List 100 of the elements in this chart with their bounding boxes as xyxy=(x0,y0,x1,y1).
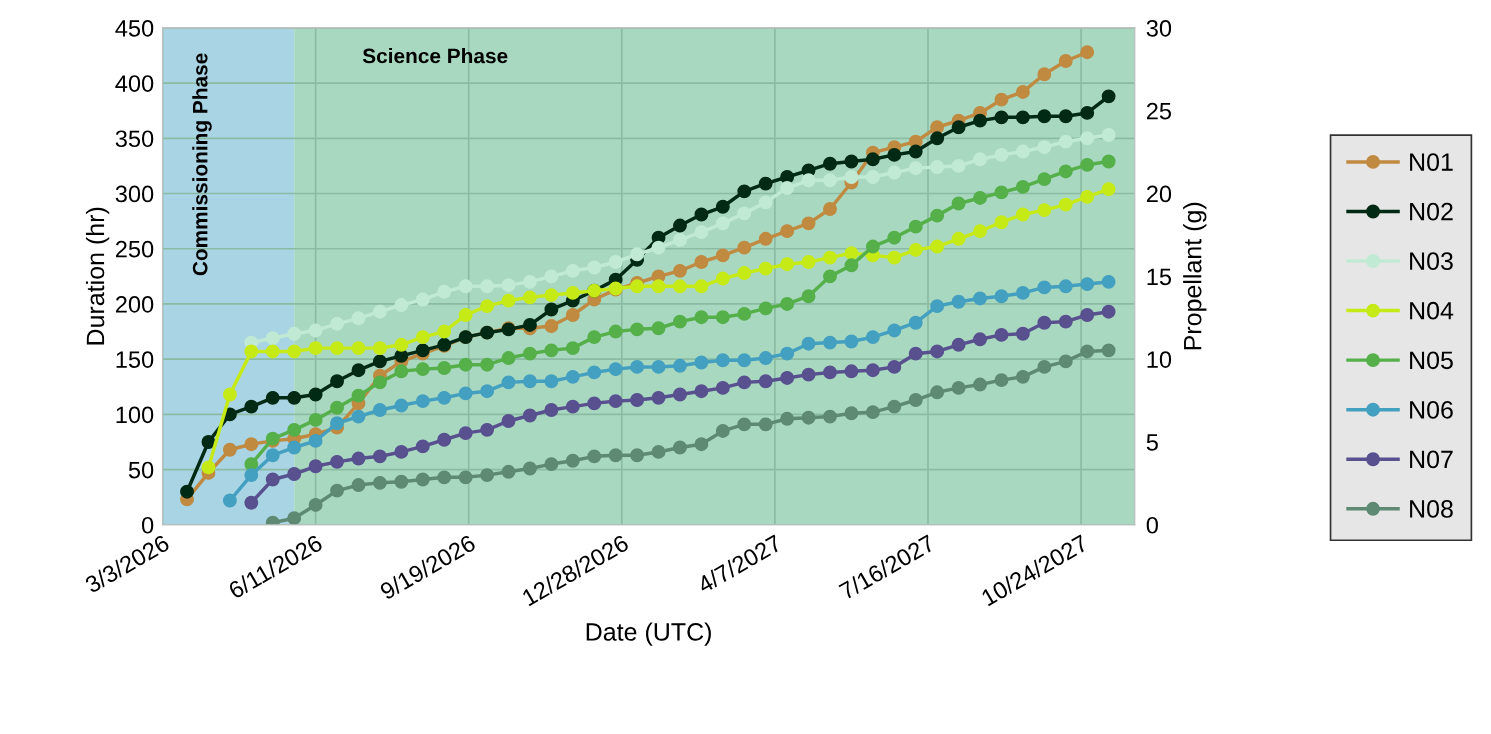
point xyxy=(480,299,495,314)
point xyxy=(715,424,730,438)
y-tick-label: 0 xyxy=(141,516,154,534)
point xyxy=(973,113,987,128)
point xyxy=(865,239,880,254)
point xyxy=(287,511,302,525)
point xyxy=(1080,157,1095,172)
point xyxy=(844,364,859,379)
point xyxy=(501,351,516,366)
point xyxy=(715,271,730,286)
point xyxy=(758,351,773,366)
point xyxy=(308,497,323,512)
point xyxy=(801,216,816,231)
point xyxy=(351,363,366,378)
point xyxy=(865,152,880,167)
point xyxy=(630,359,645,374)
point xyxy=(651,390,666,405)
point xyxy=(565,399,580,414)
point xyxy=(244,468,259,483)
point xyxy=(994,215,1009,230)
point xyxy=(265,344,280,359)
y-tick-label: 150 xyxy=(116,351,154,368)
point xyxy=(780,224,795,239)
point xyxy=(908,393,923,407)
point xyxy=(501,464,516,479)
point xyxy=(673,314,687,329)
point xyxy=(1058,164,1073,179)
band-label: Science Phase xyxy=(362,48,508,64)
point xyxy=(1058,279,1073,294)
point xyxy=(308,323,323,338)
point xyxy=(865,170,880,184)
point xyxy=(930,385,945,400)
y2-tick-label: 25 xyxy=(1146,102,1172,120)
point xyxy=(865,363,880,378)
point xyxy=(694,207,709,222)
point xyxy=(265,448,280,463)
point xyxy=(244,495,259,510)
point xyxy=(458,308,473,322)
point xyxy=(994,185,1009,200)
point xyxy=(458,426,473,441)
point xyxy=(480,384,495,399)
y-tick-label: 250 xyxy=(115,240,154,258)
point xyxy=(372,403,387,417)
point xyxy=(651,444,666,459)
point xyxy=(544,403,559,417)
point xyxy=(951,231,966,246)
point xyxy=(330,374,344,389)
point xyxy=(1015,207,1030,222)
point xyxy=(415,439,430,454)
point xyxy=(1101,343,1116,358)
point xyxy=(394,444,409,459)
point xyxy=(887,323,902,338)
point xyxy=(887,250,902,265)
point xyxy=(415,292,430,307)
point xyxy=(565,341,580,356)
point xyxy=(651,321,666,336)
point xyxy=(908,315,923,330)
y2-tick-label: 15 xyxy=(1147,268,1172,286)
point xyxy=(222,442,237,457)
point xyxy=(715,248,730,263)
point xyxy=(480,468,495,483)
point xyxy=(608,255,623,269)
point xyxy=(908,144,923,159)
point xyxy=(244,437,259,452)
point xyxy=(308,341,323,356)
point xyxy=(287,467,302,481)
point xyxy=(737,240,752,255)
point xyxy=(715,199,730,214)
point xyxy=(1080,105,1095,120)
point xyxy=(565,369,580,384)
point xyxy=(801,255,816,269)
point xyxy=(844,334,859,349)
legend-label: N07 xyxy=(1410,450,1453,469)
point xyxy=(630,322,645,337)
point xyxy=(887,147,902,162)
point xyxy=(458,470,473,485)
point xyxy=(458,357,473,372)
point xyxy=(394,474,409,489)
point xyxy=(394,364,409,379)
y-tick-label: 350 xyxy=(115,130,154,148)
point xyxy=(737,375,752,390)
point xyxy=(394,298,409,313)
point xyxy=(1037,280,1052,295)
point xyxy=(458,279,473,294)
point xyxy=(501,414,516,428)
point xyxy=(287,390,302,405)
point xyxy=(1080,189,1095,204)
point xyxy=(265,331,280,346)
point xyxy=(630,279,645,294)
point xyxy=(437,324,452,339)
point xyxy=(287,422,302,437)
point xyxy=(630,448,645,463)
point xyxy=(544,319,559,333)
point xyxy=(780,297,795,311)
point xyxy=(522,374,537,389)
point xyxy=(715,310,730,325)
point xyxy=(372,375,387,390)
point xyxy=(265,390,280,405)
point xyxy=(244,399,259,414)
point xyxy=(480,422,495,437)
